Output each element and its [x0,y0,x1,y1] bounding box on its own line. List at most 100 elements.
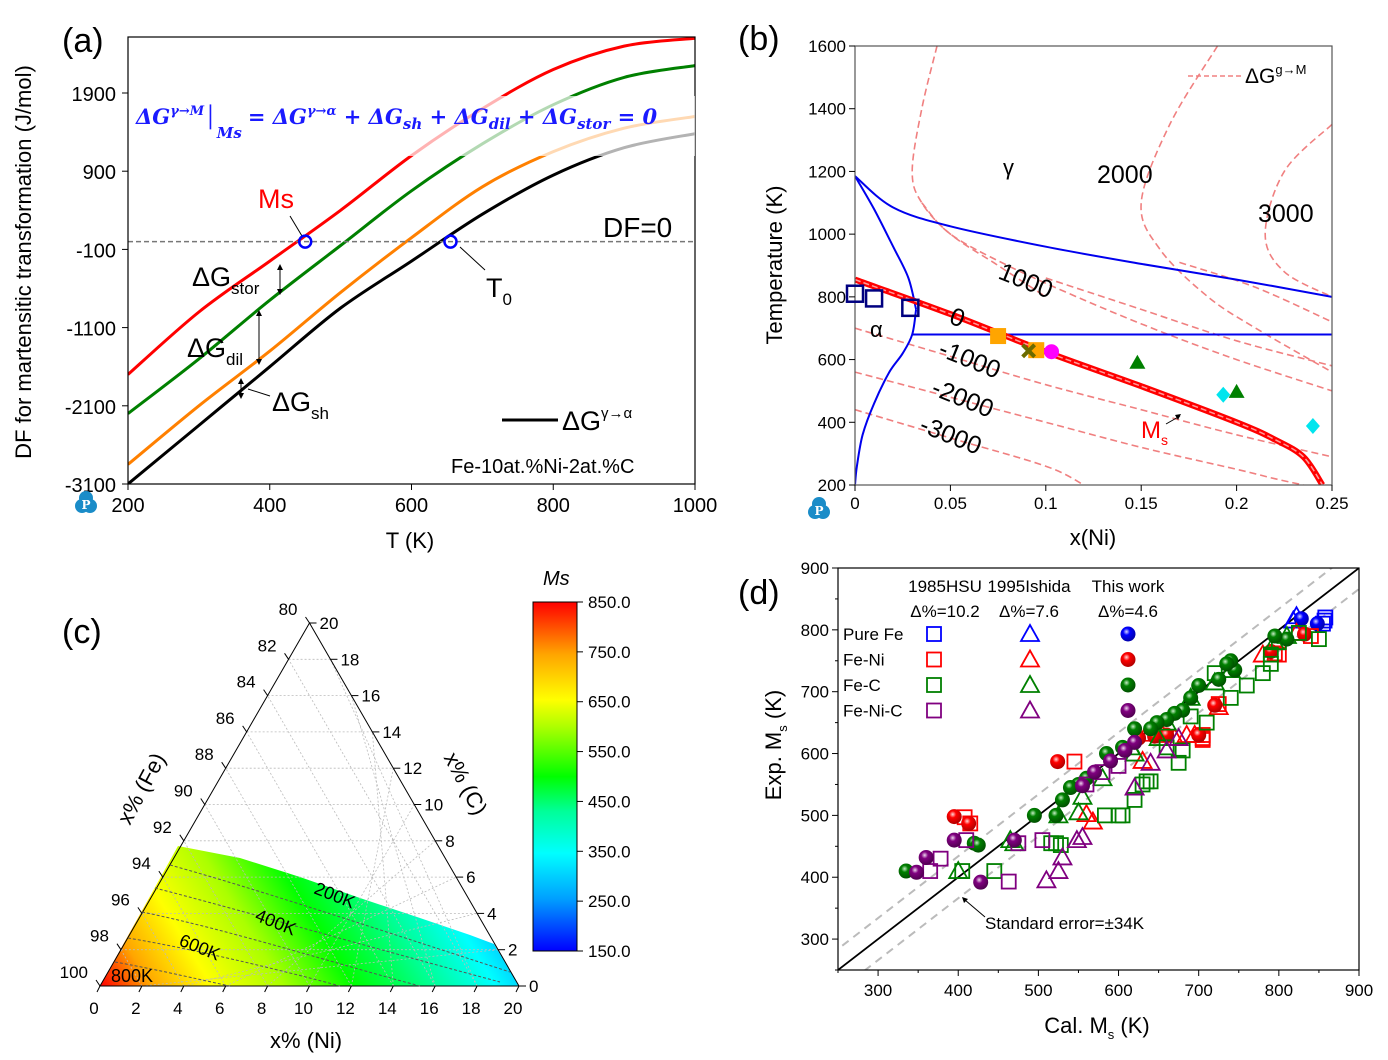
ms-arrow [289,215,303,237]
y-tick-label: 1600 [808,37,846,56]
contour-line [154,887,501,983]
panel-d-ylabel: Exp. Ms (K) [761,690,790,800]
c-tick-label: 2 [508,941,517,960]
colorbar-title: Ms [543,568,570,590]
legend-row-label: Pure Fe [843,625,903,644]
fe-tick [221,761,227,769]
panel-c-chart: (c) 0 2 4 6 8 10 12 14 16 18 202018161412108642080… [60,568,631,1053]
colorbar-tick-label: 250.0 [588,892,631,911]
dg-stor-label: ΔGstor [192,262,260,298]
legend-row-label: Fe-Ni [843,651,885,670]
colorbar-tick-label: 450.0 [588,792,631,811]
c-tick-label: 18 [340,650,359,669]
y-tick-label: 700 [801,683,829,702]
data-point [1114,807,1131,824]
y-tick-label: 1900 [72,84,117,106]
data-point [1174,742,1191,759]
x-tick-label: 400 [944,981,972,1000]
data-point [1035,869,1057,889]
x-tick-label: 0.2 [1225,494,1249,513]
data-point [1062,780,1078,796]
std-error-arrow [962,897,986,918]
ms-curve-inner [855,278,1324,485]
fe-tick [179,834,185,842]
panel-d-legend: 1985HSU Δ%=10.2 1995Ishida Δ%=7.6 This work Δ… [843,577,1165,721]
data-point [1211,671,1227,687]
colorbar-tick-label: 750.0 [588,643,631,662]
data-point [947,860,969,879]
y-tick-label: 400 [818,413,846,432]
ni-tick-label: 4 [173,999,182,1018]
contour-label-3000: 3000 [1258,200,1314,228]
ms-heatmap-region [100,846,519,986]
legend-marker [926,626,942,642]
ms-curve [855,276,1326,485]
panel-d-chart: (d) 300 400 500 600 700 800 900 300 400 500 600 700… [738,559,1373,1042]
contour-line [127,937,341,987]
data-point [946,832,962,848]
data-point [1191,678,1207,694]
legend-column-delta: Δ%=4.6 [1098,602,1158,621]
ni-tick [264,985,269,993]
x-tick-label: 0.15 [1125,494,1158,513]
c-tick-label: 12 [403,759,422,778]
data-point-diamond [1305,418,1320,435]
data-point [1290,625,1307,641]
data-point [1279,631,1295,647]
data-point [1148,727,1170,746]
grid-line [120,949,143,987]
grid-line [267,840,436,987]
colorbar-tick-label: 150.0 [588,942,631,961]
y-tick-label: 500 [801,806,829,825]
fe-tick-label: 80 [279,600,298,619]
ni-tick [389,985,394,993]
y-tick-label: -1100 [66,319,116,341]
data-point [1026,807,1042,823]
legend-marker [926,651,942,668]
fe-tick-label: 92 [153,818,172,837]
ni-tick [222,985,227,993]
x-tick-label: 0.25 [1315,494,1348,513]
fe-tick-label: 84 [237,673,256,692]
phase-boundary-3 [855,309,918,485]
panel-d-xlabel: Cal. Ms (K) [1044,1013,1150,1042]
x-tick-label: 700 [1185,981,1213,1000]
data-point [1222,689,1239,706]
contour-line-2500 [1179,261,1332,323]
data-point [1198,714,1215,731]
ternary-ticks: 0 2 4 6 8 10 12 14 16 18 2020181614121086420808284… [60,600,539,1018]
legend-row-label: Fe-C [843,676,881,695]
data-point [1048,807,1064,823]
data-point [1143,721,1159,737]
data-point [932,850,949,867]
grid-line [351,768,394,987]
fe-tick [95,979,101,987]
y-tick-label: 800 [801,621,829,640]
p-logo-icon: P [808,497,830,519]
legend-marker [1120,626,1136,642]
series-line-3 [128,132,695,484]
data-point [986,863,1003,879]
data-point [1050,754,1066,770]
c-tick-label: 16 [361,687,380,706]
data-point [1066,829,1088,849]
panel-b-legend-label: ΔGg→M [1245,62,1306,88]
dg-dil-label: ΔGdil [187,333,243,369]
ternary-grid [120,658,499,987]
panel-a-axes: 200 400 600 800 1000 -3100 -2100 -1100 -100 900 19… [65,84,717,517]
contour-line-1000 [921,202,1332,392]
data-point [961,815,977,831]
data-point [1170,754,1187,771]
data-point [1296,626,1312,642]
fe-tick-label: 86 [216,709,235,728]
panel-a-label: (a) [62,22,104,60]
grid-line [246,731,394,987]
data-point [1000,873,1017,890]
panel-a-legend-label: ΔGγ→α [562,405,633,436]
contour-label-2000: 2000 [1097,161,1153,189]
data-point [1097,807,1113,824]
panel-c-label: (c) [62,613,102,651]
data-point [1140,751,1162,771]
panel-d-plot-frame [837,567,1360,971]
